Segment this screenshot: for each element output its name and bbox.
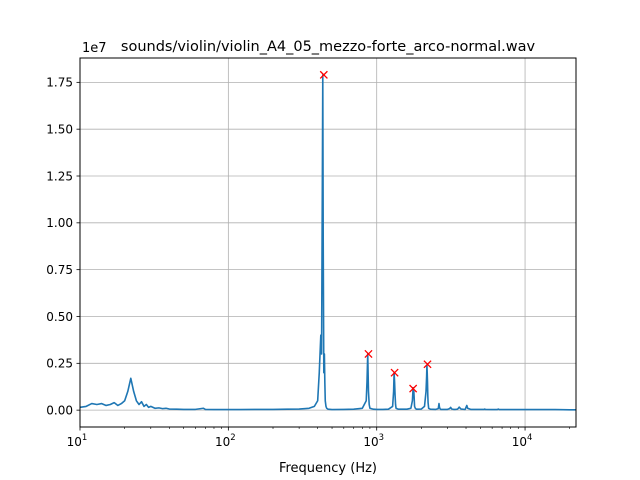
x-tick-label-exponent: 3: [379, 433, 384, 443]
x-tick-label-base: 10: [67, 435, 82, 449]
x-axis: 101 102 103 104: [67, 427, 571, 449]
x-tick-label-exponent: 2: [230, 433, 235, 443]
x-axis-label: Frequency (Hz): [279, 461, 377, 476]
y-axis: 0.00 0.25 0.50 0.75 1.00 1.25 1.50 1.75: [46, 76, 80, 417]
peak-marker: [423, 360, 432, 369]
y-tick-label: 0.00: [46, 403, 73, 417]
peak-marker-stroke: [409, 384, 418, 393]
peak-marker: [409, 384, 418, 393]
peak-marker: [319, 70, 328, 79]
x-tick-label: 103: [363, 433, 384, 449]
y-tick-label: 1.75: [46, 76, 73, 90]
peak-marker-stroke: [423, 360, 432, 369]
y-multiplier-label: 1e7: [82, 41, 107, 56]
y-tick-label: 1.25: [46, 169, 73, 183]
x-tick-label-base: 10: [363, 435, 378, 449]
x-tick-label: 104: [512, 433, 533, 449]
peak-marker: [390, 368, 399, 377]
y-tick-label: 0.50: [46, 310, 73, 324]
y-tick-label: 1.50: [46, 122, 73, 136]
peak-marker-stroke: [319, 70, 328, 79]
peak-marker-stroke: [390, 368, 399, 377]
y-tick-label: 0.25: [46, 357, 73, 371]
spectrum-line: [79, 74, 576, 411]
chart-title: sounds/violin/violin_A4_05_mezzo-forte_a…: [121, 39, 536, 55]
x-tick-label: 102: [215, 433, 236, 449]
x-tick-label-base: 10: [215, 435, 230, 449]
x-tick-label-exponent: 4: [527, 433, 532, 443]
peak-marker-stroke: [364, 349, 373, 359]
plot-area: [79, 70, 576, 411]
grid: [79, 58, 576, 427]
peak-marker: [364, 349, 373, 359]
y-tick-label: 0.75: [46, 263, 73, 277]
plot-frame: [79, 57, 577, 428]
y-tick-label: 1.00: [46, 216, 73, 230]
x-tick-label: 101: [67, 433, 88, 449]
x-tick-label-base: 10: [512, 435, 527, 449]
x-tick-label-exponent: 1: [82, 433, 87, 443]
